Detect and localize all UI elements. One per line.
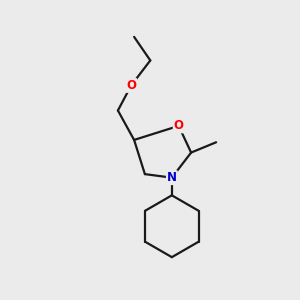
Text: O: O bbox=[174, 119, 184, 132]
Text: O: O bbox=[126, 79, 136, 92]
Text: N: N bbox=[167, 171, 177, 184]
